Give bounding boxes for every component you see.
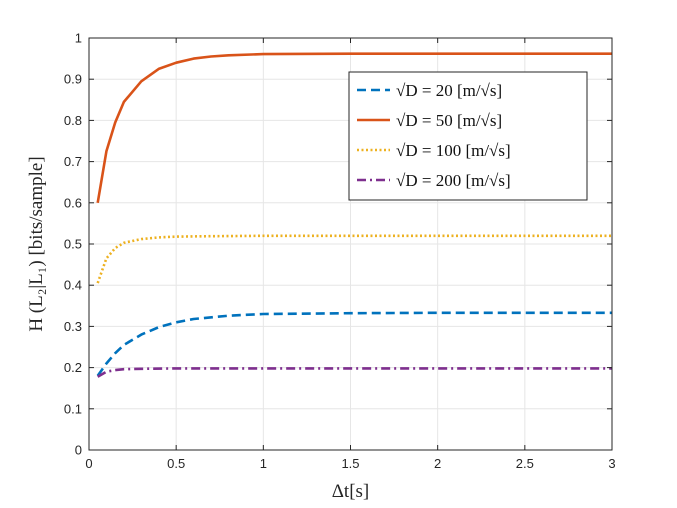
y-tick-label: 0.6 — [64, 195, 82, 210]
x-tick-label: 1 — [260, 456, 267, 471]
legend-label-2: √D = 100 [m/√s] — [396, 141, 511, 160]
x-tick-label: 0.5 — [167, 456, 185, 471]
legend-label-3: √D = 200 [m/√s] — [396, 171, 511, 190]
x-axis-label: Δt[s] — [332, 481, 370, 502]
x-tick-label: 2 — [434, 456, 441, 471]
y-tick-label: 0.5 — [64, 237, 82, 252]
x-tick-labels: 0 0.5 1 1.5 2 2.5 3 — [85, 456, 615, 471]
legend: √D = 20 [m/√s] √D = 50 [m/√s] √D = 100 [m/… — [348, 71, 588, 201]
y-tick-label: 1 — [75, 31, 82, 46]
series-line-3 — [97, 367, 612, 378]
series-lines — [96, 52, 612, 378]
axis-ticks — [88, 37, 613, 451]
y-tick-label: 0 — [75, 443, 82, 458]
series-line-1 — [96, 52, 612, 204]
x-tick-label: 0 — [85, 456, 92, 471]
legend-label-1: √D = 50 [m/√s] — [396, 111, 502, 130]
legend-label-0: √D = 20 [m/√s] — [396, 81, 502, 100]
x-tick-label: 3 — [608, 456, 615, 471]
y-axis-label: H (L₂|L₁) [bits/sample] — [26, 156, 47, 331]
x-tick-label: 2.5 — [516, 456, 534, 471]
y-tick-label: 0.4 — [64, 278, 82, 293]
x-tick-label: 1.5 — [341, 456, 359, 471]
y-tick-label: 0.2 — [64, 360, 82, 375]
y-tick-label: 0.3 — [64, 319, 82, 334]
y-tick-label: 0.1 — [64, 401, 82, 416]
y-tick-label: 0.7 — [64, 154, 82, 169]
y-tick-labels: 0 0.1 0.2 0.3 0.4 0.5 0.6 0.7 0.8 0.9 1 — [64, 31, 82, 458]
legend-box — [348, 71, 588, 201]
series-line-0 — [96, 311, 612, 377]
y-tick-label: 0.9 — [64, 72, 82, 87]
y-tick-label: 0.8 — [64, 113, 82, 128]
